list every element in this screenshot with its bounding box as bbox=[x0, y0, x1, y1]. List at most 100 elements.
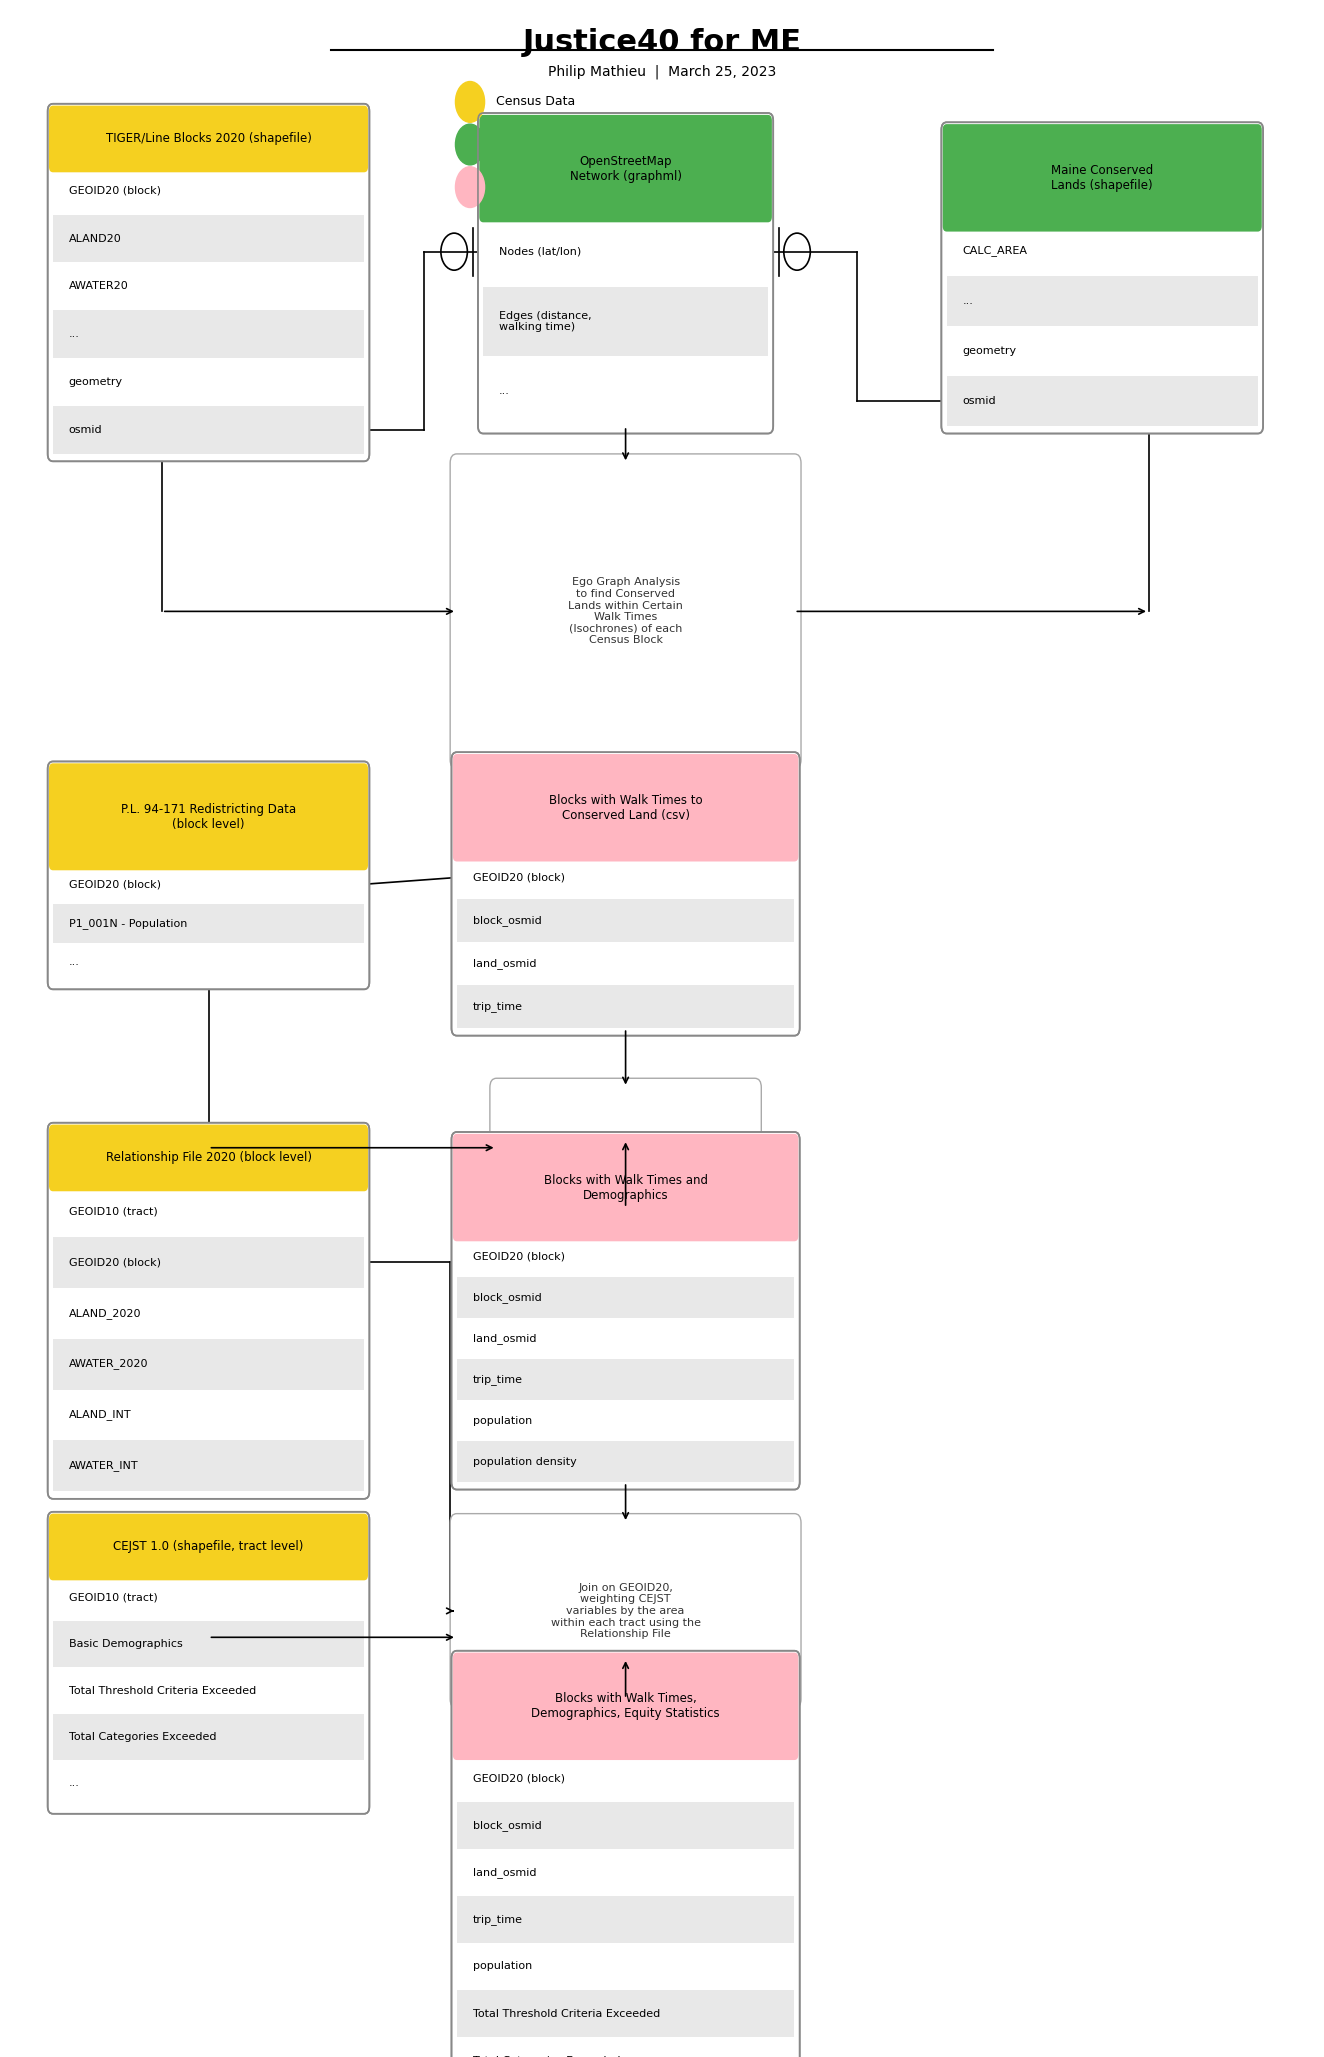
Bar bbox=[53, 1391, 364, 1440]
FancyBboxPatch shape bbox=[49, 763, 368, 870]
Bar bbox=[457, 1849, 794, 1897]
Text: ALAND_2020: ALAND_2020 bbox=[69, 1308, 142, 1319]
Bar bbox=[457, 1944, 794, 1989]
Bar bbox=[53, 214, 364, 263]
Bar bbox=[947, 226, 1258, 276]
Text: osmid: osmid bbox=[69, 426, 102, 434]
Text: ALAND20: ALAND20 bbox=[69, 234, 122, 243]
FancyBboxPatch shape bbox=[451, 1650, 800, 2057]
Text: trip_time: trip_time bbox=[473, 1002, 523, 1012]
Bar bbox=[457, 856, 794, 899]
Text: land_osmid: land_osmid bbox=[473, 1868, 536, 1878]
FancyBboxPatch shape bbox=[450, 455, 801, 769]
Text: TIGER/Line Blocks 2020 (shapefile): TIGER/Line Blocks 2020 (shapefile) bbox=[106, 132, 311, 146]
Bar bbox=[457, 808, 794, 856]
FancyBboxPatch shape bbox=[48, 103, 369, 461]
Text: block_osmid: block_osmid bbox=[473, 1292, 542, 1302]
Text: GEOID20 (block): GEOID20 (block) bbox=[473, 872, 564, 882]
FancyBboxPatch shape bbox=[48, 761, 369, 989]
Bar bbox=[457, 1360, 794, 1401]
Text: Join on GEOID20,
weighting CEJST
variables by the area
within each tract using t: Join on GEOID20, weighting CEJST variabl… bbox=[551, 1582, 700, 1639]
Bar bbox=[53, 864, 364, 903]
Bar bbox=[483, 216, 768, 286]
FancyBboxPatch shape bbox=[943, 123, 1262, 232]
Text: land_osmid: land_osmid bbox=[473, 1333, 536, 1343]
Text: geometry: geometry bbox=[69, 376, 123, 387]
Text: GEOID20 (block): GEOID20 (block) bbox=[473, 1773, 564, 1783]
Bar bbox=[483, 356, 768, 426]
FancyBboxPatch shape bbox=[478, 113, 773, 434]
Text: GEOID20 (block): GEOID20 (block) bbox=[473, 1251, 564, 1261]
Bar bbox=[53, 405, 364, 455]
Text: Edges (distance,
walking time): Edges (distance, walking time) bbox=[499, 311, 592, 333]
Text: population: population bbox=[473, 1415, 532, 1426]
Bar bbox=[53, 1185, 364, 1236]
Bar bbox=[457, 1236, 794, 1277]
Bar bbox=[53, 817, 364, 864]
Bar bbox=[53, 1236, 364, 1288]
Bar bbox=[53, 1288, 364, 1339]
Bar bbox=[457, 1442, 794, 1483]
Bar bbox=[53, 167, 364, 214]
Text: block_osmid: block_osmid bbox=[473, 1820, 542, 1831]
Bar bbox=[457, 1755, 794, 1802]
Text: Philip Mathieu  |  March 25, 2023: Philip Mathieu | March 25, 2023 bbox=[548, 66, 776, 80]
Text: population density: population density bbox=[473, 1456, 576, 1467]
Text: Total Categories Exceeded: Total Categories Exceeded bbox=[69, 1732, 216, 1742]
Bar bbox=[53, 1440, 364, 1491]
FancyBboxPatch shape bbox=[479, 115, 772, 222]
FancyBboxPatch shape bbox=[451, 1131, 800, 1489]
Circle shape bbox=[455, 123, 485, 165]
Bar bbox=[53, 1761, 364, 1806]
FancyBboxPatch shape bbox=[48, 1512, 369, 1814]
FancyBboxPatch shape bbox=[941, 121, 1263, 434]
Text: Join on
GEOID20: Join on GEOID20 bbox=[601, 1138, 650, 1158]
Text: AWATER20: AWATER20 bbox=[69, 282, 128, 292]
Bar bbox=[457, 985, 794, 1028]
Bar bbox=[53, 140, 364, 167]
Bar bbox=[947, 276, 1258, 327]
Bar bbox=[53, 311, 364, 358]
Bar bbox=[457, 942, 794, 985]
Text: Maine Conserved
Lands (shapefile): Maine Conserved Lands (shapefile) bbox=[1051, 165, 1153, 191]
Bar bbox=[457, 1897, 794, 1944]
Bar bbox=[457, 1187, 794, 1236]
Text: GEOID10 (tract): GEOID10 (tract) bbox=[69, 1592, 158, 1602]
Bar bbox=[53, 942, 364, 981]
FancyBboxPatch shape bbox=[49, 105, 368, 173]
Text: OpenStreetMap
Network (graphml): OpenStreetMap Network (graphml) bbox=[569, 154, 682, 183]
Bar bbox=[53, 1339, 364, 1391]
Text: P.L. 94-171 Redistricting Data
(block level): P.L. 94-171 Redistricting Data (block le… bbox=[120, 802, 297, 831]
Bar bbox=[53, 263, 364, 311]
Text: GEOID20 (block): GEOID20 (block) bbox=[69, 185, 160, 195]
Text: AWATER_INT: AWATER_INT bbox=[69, 1460, 139, 1471]
Text: Justice40 for ME: Justice40 for ME bbox=[523, 29, 801, 58]
Bar bbox=[53, 1713, 364, 1761]
Bar bbox=[53, 903, 364, 942]
FancyBboxPatch shape bbox=[453, 755, 798, 862]
FancyBboxPatch shape bbox=[453, 1652, 798, 1761]
Bar bbox=[457, 1802, 794, 1849]
Text: block_osmid: block_osmid bbox=[473, 915, 542, 926]
Bar bbox=[457, 1319, 794, 1360]
Text: Other External Data: Other External Data bbox=[496, 138, 622, 150]
Text: Total Threshold Criteria Exceeded: Total Threshold Criteria Exceeded bbox=[473, 2008, 659, 2018]
FancyBboxPatch shape bbox=[49, 1125, 368, 1191]
Text: Blocks with Walk Times,
Demographics, Equity Statistics: Blocks with Walk Times, Demographics, Eq… bbox=[531, 1693, 720, 1720]
Text: ...: ... bbox=[69, 1777, 79, 1788]
Bar bbox=[53, 1621, 364, 1668]
Circle shape bbox=[455, 167, 485, 208]
Text: ALAND_INT: ALAND_INT bbox=[69, 1409, 131, 1421]
FancyBboxPatch shape bbox=[450, 1514, 801, 1707]
Text: Relationship File 2020 (block level): Relationship File 2020 (block level) bbox=[106, 1152, 311, 1164]
FancyBboxPatch shape bbox=[490, 1078, 761, 1218]
Text: Blocks with Walk Times to
Conserved Land (csv): Blocks with Walk Times to Conserved Land… bbox=[548, 794, 703, 821]
Bar bbox=[457, 1989, 794, 2036]
Text: trip_time: trip_time bbox=[473, 1913, 523, 1925]
Bar bbox=[53, 1576, 364, 1621]
Bar bbox=[947, 177, 1258, 226]
Text: osmid: osmid bbox=[963, 397, 996, 405]
Bar bbox=[53, 1668, 364, 1713]
Text: Census Data: Census Data bbox=[496, 95, 576, 109]
Bar bbox=[53, 1158, 364, 1185]
